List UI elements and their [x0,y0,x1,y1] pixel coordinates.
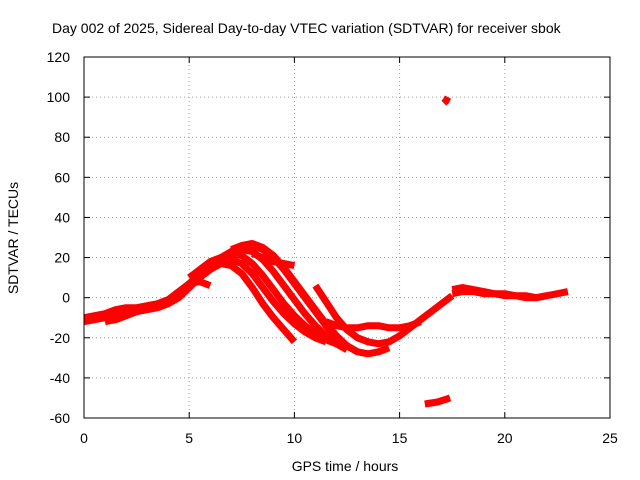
y-tick-label: 120 [47,49,71,65]
series-pass-7 [230,240,391,358]
x-tick-label: 0 [80,430,88,446]
y-tick-label: 100 [47,89,71,105]
series-pass-9 [312,283,455,348]
ticks-layer: 0 5 10 15 20 25 -60 -40 -20 0 20 40 60 80 100 120 [47,49,618,446]
chart-title: Day 002 of 2025, Sidereal Day-to-day VTE… [52,20,562,36]
series-pass-14 [441,95,452,106]
y-tick-label: 60 [54,169,70,185]
series-layer [83,95,569,408]
plot-frame [83,56,611,419]
x-tick-label: 15 [392,430,408,446]
y-tick-label: 20 [54,250,70,266]
series-pass-10 [324,318,422,332]
y-tick-label: -20 [50,330,70,346]
series-pass-12 [451,288,548,302]
y-tick-label: -40 [50,370,70,386]
x-tick-label: 5 [185,430,193,446]
y-tick-label: -60 [50,410,70,426]
series-pass-8 [251,250,296,270]
y-tick-label: 0 [62,290,70,306]
y-tick-label: 40 [54,209,70,225]
x-axis-label: GPS time / hours [292,458,399,474]
x-tick-label: 20 [497,430,513,446]
x-tick-label: 10 [287,430,303,446]
series-pass-3 [104,256,328,346]
grid-layer [84,57,610,418]
y-axis-label: SDTVAR / TECUs [5,182,21,294]
series-pass-13 [424,394,452,408]
x-tick-label: 25 [602,430,618,446]
y-tick-label: 80 [54,129,70,145]
